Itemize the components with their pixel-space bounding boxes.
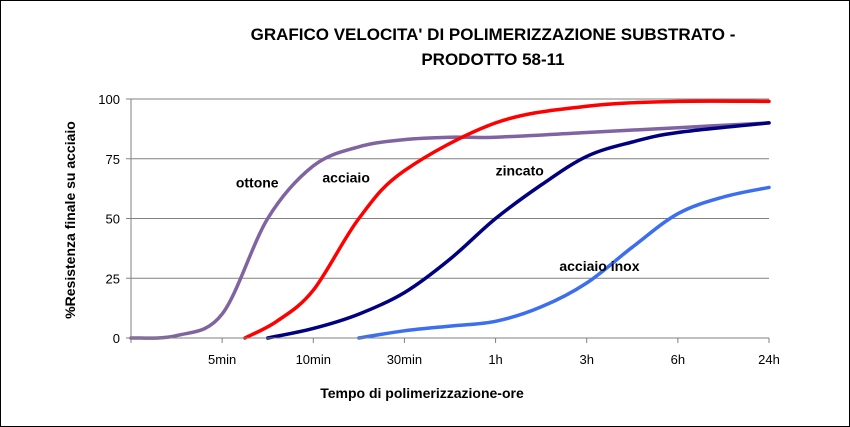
x-tick-label: 5min — [208, 352, 236, 367]
gridlines — [131, 98, 769, 279]
x-tick-label: 3h — [579, 352, 593, 367]
series-label-acciaio-inox: acciaio inox — [559, 258, 639, 274]
x-tick-label: 24h — [758, 352, 780, 367]
y-tick-label: 25 — [106, 271, 120, 286]
series-line-ottone — [129, 121, 771, 340]
x-axis-label: Tempo di polimerizzazione-ore — [320, 385, 524, 401]
y-tick-label: 50 — [106, 212, 120, 227]
series-line-acciaio — [243, 99, 771, 340]
y-axis-ticks: 0 25 50 75 100 — [98, 92, 131, 346]
series-lines — [129, 99, 771, 340]
series-line-acciaio-inox — [357, 185, 771, 340]
series-label-zincato: zincato — [496, 162, 544, 178]
x-tick-label: 6h — [671, 352, 685, 367]
x-tick-label: 10min — [296, 352, 331, 367]
chart-title-line1: GRAFICO VELOCITA' DI POLIMERIZZAZIONE SU… — [251, 25, 736, 44]
y-axis-label: %Resistenza finale su acciaio — [62, 121, 78, 319]
series-labels: ottone acciaio zincato acciaio inox — [236, 162, 640, 274]
y-tick-label: 0 — [113, 331, 120, 346]
x-tick-label: 30min — [387, 352, 422, 367]
y-tick-label: 100 — [98, 92, 120, 107]
series-label-ottone: ottone — [236, 174, 279, 190]
series-line-zincato — [265, 121, 771, 340]
chart-title-line2: PRODOTTO 58-11 — [421, 50, 564, 69]
x-axis-ticks: 5min10min30min1h3h6h24h72h — [130, 338, 780, 367]
x-tick-label: 1h — [488, 352, 502, 367]
y-tick-label: 75 — [106, 152, 120, 167]
series-label-acciaio: acciaio — [322, 170, 369, 186]
